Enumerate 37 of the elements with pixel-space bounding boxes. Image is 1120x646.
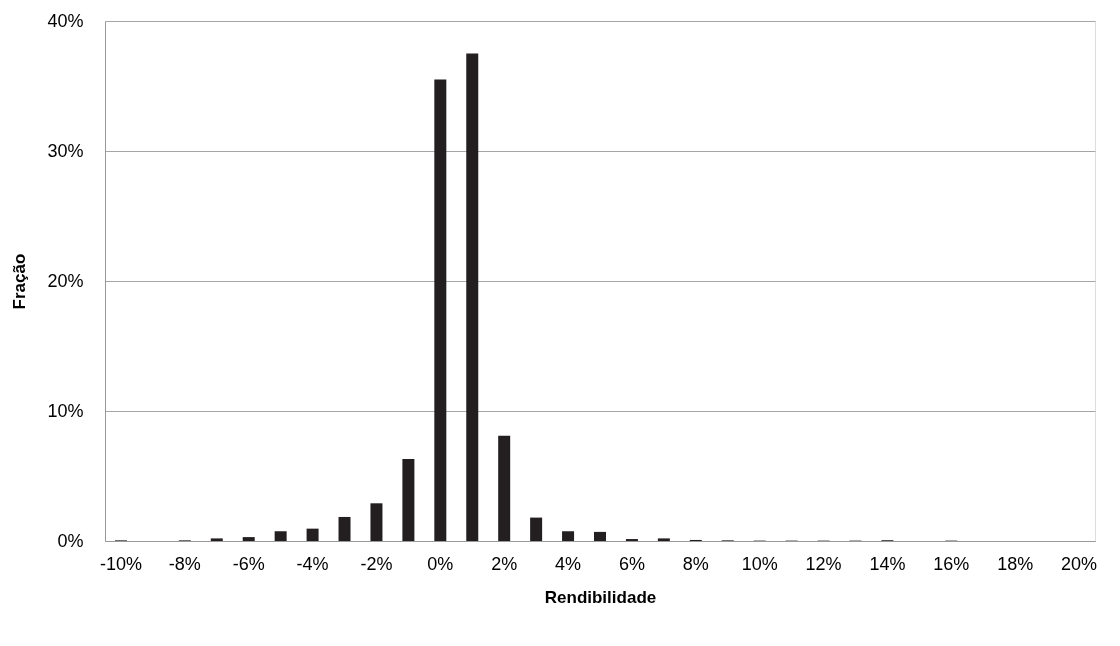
bar xyxy=(338,516,351,541)
bar xyxy=(306,528,319,541)
bar xyxy=(530,517,543,541)
x-axis-title: Rendibilidade xyxy=(544,587,657,607)
x-tick-label: -10% xyxy=(99,553,142,574)
x-tick-label: 6% xyxy=(618,553,645,574)
y-tick-label: 10% xyxy=(47,400,84,421)
x-tick-label: 16% xyxy=(933,553,970,574)
bar xyxy=(274,531,287,541)
y-tick-label: 30% xyxy=(47,140,84,161)
bar xyxy=(210,538,223,541)
x-tick-label: -2% xyxy=(360,553,393,574)
x-tick-label: 4% xyxy=(555,553,582,574)
x-tick-label: 10% xyxy=(741,553,778,574)
bar xyxy=(434,79,447,541)
bar xyxy=(594,531,606,541)
x-tick-label: -8% xyxy=(168,553,201,574)
x-tick-label: 2% xyxy=(491,553,518,574)
y-tick-label: 20% xyxy=(47,270,84,291)
x-tick-label: -6% xyxy=(232,553,265,574)
bar xyxy=(498,435,511,541)
x-tick-label: 20% xyxy=(1061,553,1098,574)
x-tick-label: 18% xyxy=(997,553,1034,574)
y-tick-label: 40% xyxy=(47,10,84,31)
bar xyxy=(242,537,255,541)
y-tick-label: 0% xyxy=(57,530,84,551)
x-tick-label: 8% xyxy=(682,553,709,574)
bar xyxy=(657,538,670,541)
y-axis-title: Fração xyxy=(10,253,30,310)
bar xyxy=(370,503,383,541)
bar xyxy=(562,531,575,541)
x-tick-label: 14% xyxy=(869,553,906,574)
bar xyxy=(402,459,415,541)
x-tick-label: -4% xyxy=(296,553,329,574)
x-tick-label: 0% xyxy=(427,553,454,574)
x-tick-label: 12% xyxy=(805,553,842,574)
bar xyxy=(466,53,479,541)
